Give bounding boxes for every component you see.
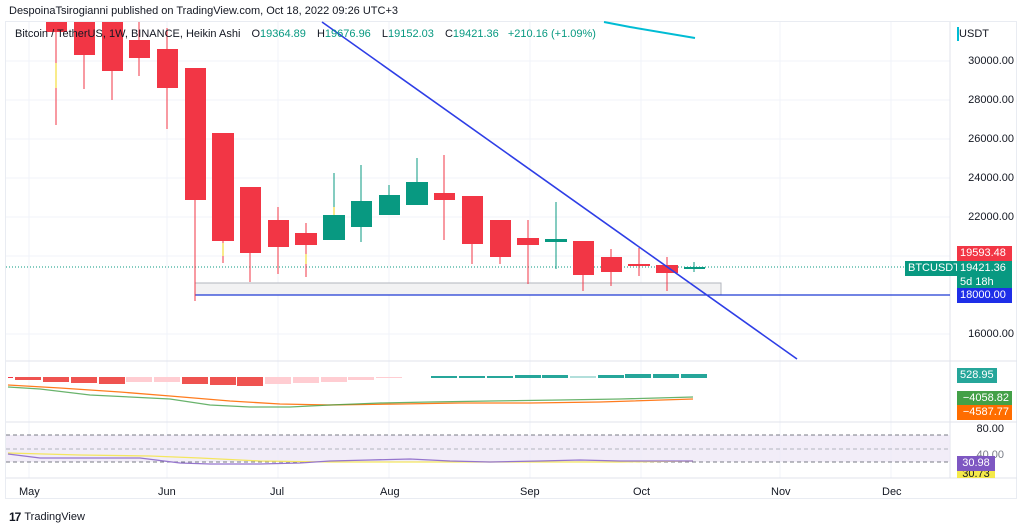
macd-line-tag: −4058.82 (957, 391, 1012, 406)
candles (46, 22, 705, 301)
price-tick: 16000.00 (968, 328, 1014, 340)
time-tick: Aug (380, 486, 400, 498)
support-zone-rectangle (194, 282, 722, 296)
time-tick: Dec (882, 486, 902, 498)
symbol-legend[interactable]: Bitcoin / TetherUS, 1W, BINANCE, Heikin … (15, 28, 596, 40)
time-tick: Nov (771, 486, 791, 498)
rsi-ma-tag: 30.73 (957, 471, 995, 478)
price-tick: 28000.00 (968, 94, 1014, 106)
currency-label: USDT (959, 28, 989, 40)
macd-signal-line (7, 384, 694, 406)
time-tick: Jul (270, 486, 285, 498)
bar-countdown: 5d 18h (960, 276, 994, 288)
grid-lines (6, 22, 950, 478)
downtrend-line (321, 21, 798, 360)
time-tick: Oct (633, 486, 651, 498)
last-price-tag: 19421.36 5d 18h (957, 261, 1012, 288)
time-tick: May (19, 486, 40, 498)
low-value: 19152.03 (388, 28, 434, 40)
price-tick: 26000.00 (968, 133, 1014, 145)
change-value: +210.16 (+1.09%) (507, 28, 596, 40)
moving-average-line (603, 21, 696, 39)
symbol-tag: BTCUSDT (905, 261, 963, 276)
tradingview-branding[interactable]: 17 TradingView (9, 510, 85, 524)
high-price-tag: 19593.48 (957, 246, 1012, 261)
open-value: 19364.89 (260, 28, 306, 40)
close-value: 19421.36 (452, 28, 499, 40)
price-tick: 30000.00 (968, 55, 1014, 67)
last-price-value: 19421.36 (960, 262, 1006, 274)
time-tick: Jun (158, 486, 176, 498)
rsi-value-tag: 30.98 (957, 456, 995, 471)
macd-signal-tag: −4587.77 (957, 405, 1012, 420)
price-tick: 22000.00 (968, 211, 1014, 223)
rsi-upper-tick: 80.00 (976, 423, 1004, 435)
price-tick: 24000.00 (968, 172, 1014, 184)
macd-line (7, 386, 694, 408)
tradingview-logo-icon: 17 (9, 510, 21, 524)
time-tick: Sep (520, 486, 540, 498)
high-value: 19676.96 (324, 28, 371, 40)
rsi-line (7, 453, 693, 465)
chart-frame (5, 21, 1017, 499)
rsi-ma-line (7, 452, 694, 463)
macd-histogram-tag: 528.95 (957, 368, 997, 383)
level-price-tag: 18000.00 (957, 288, 1012, 303)
macd-histogram (8, 374, 707, 386)
symbol-title: Bitcoin / TetherUS, 1W, BINANCE, Heikin … (15, 28, 241, 40)
brand-name: TradingView (24, 511, 85, 523)
publisher-credit: DespoinaTsirogianni published on Trading… (9, 5, 399, 17)
